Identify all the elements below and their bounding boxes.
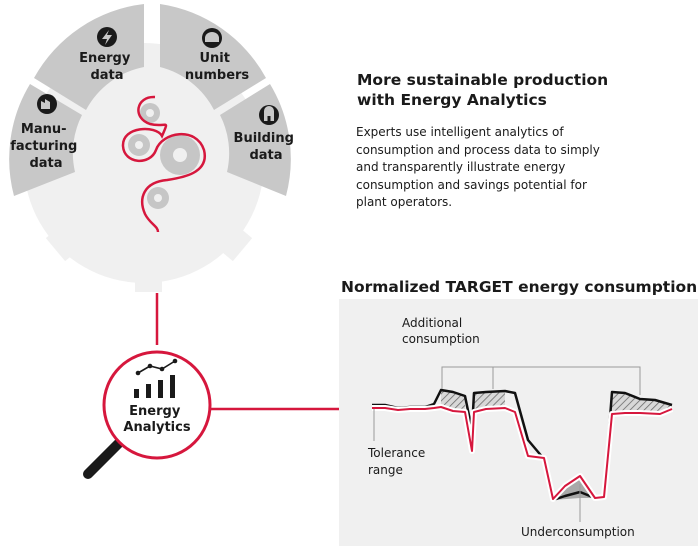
headline-line-1: More sustainable production [357,71,609,89]
magnifying-glass [83,350,212,479]
bar-chart-trend-icon [134,358,178,398]
additional-consumption-label: Additional consumption [402,316,480,346]
description: Experts use intelligent analytics of con… [356,124,656,212]
lens-label: Energy Analytics [123,404,190,435]
large-gear-center [160,135,200,175]
headline-line-2: with Energy Analytics [357,91,547,109]
small-gear-left [128,134,150,156]
data-flow-line [121,95,206,233]
segment-label-units: Unit numbers [185,51,250,83]
description-line-1: Experts use intelligent analytics of [356,125,564,139]
hard-hat-icon [202,28,222,48]
segment-energy [34,4,144,110]
description-line-2: consumption and process data to simply [356,142,600,157]
consumption-chart: Additional consumption Tolerance range U… [339,299,698,546]
target-line [372,406,673,500]
headline: More sustainable production with Energy … [357,70,657,110]
building-icon [259,105,279,125]
tolerance-range-label: Tolerance range [367,446,429,477]
lightning-bolt-icon [97,27,117,47]
chart-title: Normalized TARGET energy consumption [341,278,698,296]
underconsumption-label: Underconsumption [521,525,635,539]
description-line-5: plant operators. [356,195,453,209]
description-line-3: and transparently illustrate energy [356,160,566,174]
segment-label-building: Building data [234,131,299,163]
small-gear-bottom [147,187,169,209]
segment-units [160,4,266,110]
description-line-4: consumption and savings potential for [356,177,587,192]
small-gear-top [140,103,160,123]
segment-label-manufacturing: Manu- facturing data [10,122,82,171]
hatch-area-3 [612,392,672,414]
segment-manufacturing [9,84,82,196]
additional-leader-lines [441,366,641,395]
segment-label-energy: Energy data [79,51,135,83]
factory-icon [37,94,57,114]
